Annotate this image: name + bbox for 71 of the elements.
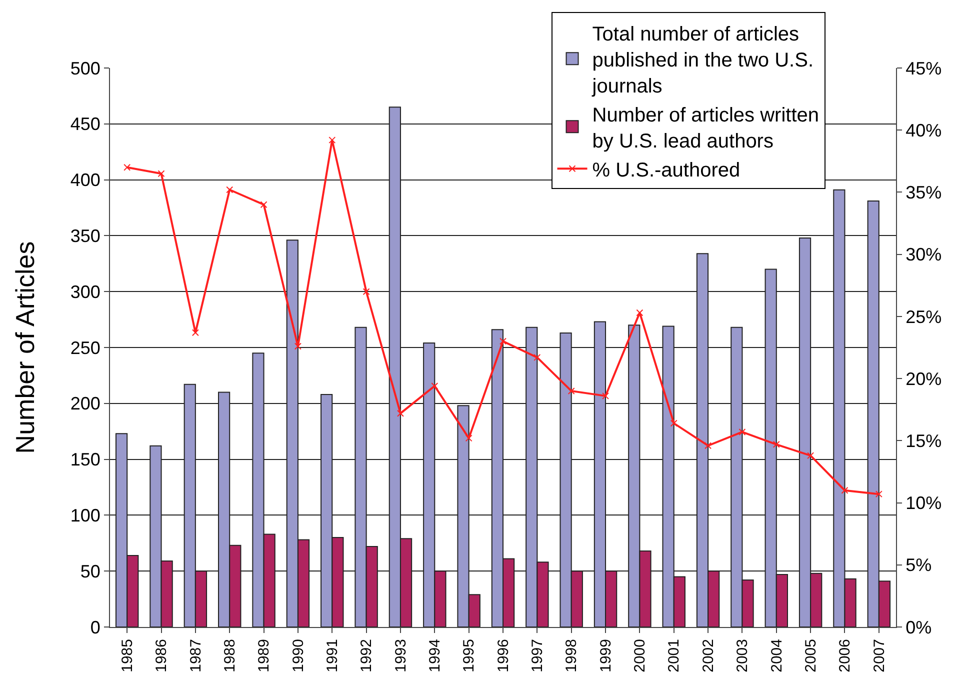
x-tick-label: 1997 xyxy=(529,639,546,672)
x-tick-label: 1999 xyxy=(597,639,614,672)
y2-tick-label: 5% xyxy=(906,555,932,576)
point xyxy=(738,428,746,436)
x-tick-label: 2003 xyxy=(734,639,752,672)
point xyxy=(226,186,234,194)
y-tick-label: 250 xyxy=(70,338,100,358)
y2-tick-label: 15% xyxy=(906,430,942,451)
y2-tick-label: 35% xyxy=(906,182,942,203)
x-tick-label: 1998 xyxy=(563,639,580,672)
x-tick-label: 1989 xyxy=(256,639,273,672)
point xyxy=(602,392,610,400)
y-tick-label: 300 xyxy=(70,282,100,302)
y-tick-label: 500 xyxy=(70,58,100,78)
y2-tick-label: 10% xyxy=(906,493,942,514)
point xyxy=(636,309,644,316)
point xyxy=(500,338,506,345)
y2-tick-label: 30% xyxy=(906,244,942,265)
legend-label: Total number of articles published in the two U.S. journals xyxy=(591,23,814,98)
x-tick-label: 2004 xyxy=(768,639,786,672)
point xyxy=(396,410,404,417)
y2-tick-label: 40% xyxy=(906,120,942,140)
y-tick-label: 0 xyxy=(90,617,100,638)
point xyxy=(704,442,712,450)
x-tick-label: 1990 xyxy=(290,639,307,672)
x-tick-label: 2005 xyxy=(802,639,820,672)
x-tick-label: 2001 xyxy=(666,639,683,672)
point xyxy=(192,329,199,336)
y-tick-label: 200 xyxy=(70,394,100,414)
point xyxy=(260,201,268,208)
x-tick-label: 1991 xyxy=(324,639,342,672)
x-tick-label: 2000 xyxy=(632,639,649,672)
point xyxy=(875,490,882,498)
point xyxy=(670,420,678,427)
y-tick-label: 400 xyxy=(70,170,100,190)
x-tick-label: 2002 xyxy=(700,639,717,672)
x-tick-label: 1987 xyxy=(187,639,204,672)
point xyxy=(841,486,848,494)
legend-label: % U.S.-authored xyxy=(592,159,740,182)
point xyxy=(772,440,780,448)
point xyxy=(294,342,302,350)
point xyxy=(807,452,814,460)
x-tick-label: 1995 xyxy=(460,639,478,672)
y-axis-title: Number of Articles xyxy=(10,241,40,454)
y-tick-label: 150 xyxy=(70,450,100,470)
x-tick-label: 2007 xyxy=(870,639,888,672)
x-tick-label: 1985 xyxy=(118,639,136,672)
point xyxy=(568,387,575,394)
x-tick-label: 1996 xyxy=(494,639,512,672)
point xyxy=(158,170,165,178)
y2-tick-label: 25% xyxy=(906,306,942,327)
point xyxy=(465,434,472,442)
y2-tick-label: 45% xyxy=(906,58,942,78)
y2-tick-label: 20% xyxy=(906,368,942,389)
y-tick-label: 50 xyxy=(80,561,100,582)
point xyxy=(328,136,336,144)
point xyxy=(362,288,370,296)
x-tick-label: 1993 xyxy=(392,639,410,672)
x-tick-label: 2006 xyxy=(836,639,854,672)
x-tick-label: 1988 xyxy=(221,639,238,672)
x-tick-label: 1992 xyxy=(358,639,376,672)
y-tick-label: 350 xyxy=(70,226,100,246)
x-tick-label: 1986 xyxy=(153,639,170,672)
legend-label: Number of articles written by U.S. lead authors xyxy=(592,104,820,152)
point xyxy=(431,382,438,390)
point xyxy=(124,164,131,171)
y-tick-label: 450 xyxy=(70,114,100,134)
y-tick-label: 100 xyxy=(70,506,100,526)
y2-tick-label: 0% xyxy=(906,617,932,638)
point xyxy=(534,354,541,361)
x-tick-label: 1994 xyxy=(426,639,444,672)
